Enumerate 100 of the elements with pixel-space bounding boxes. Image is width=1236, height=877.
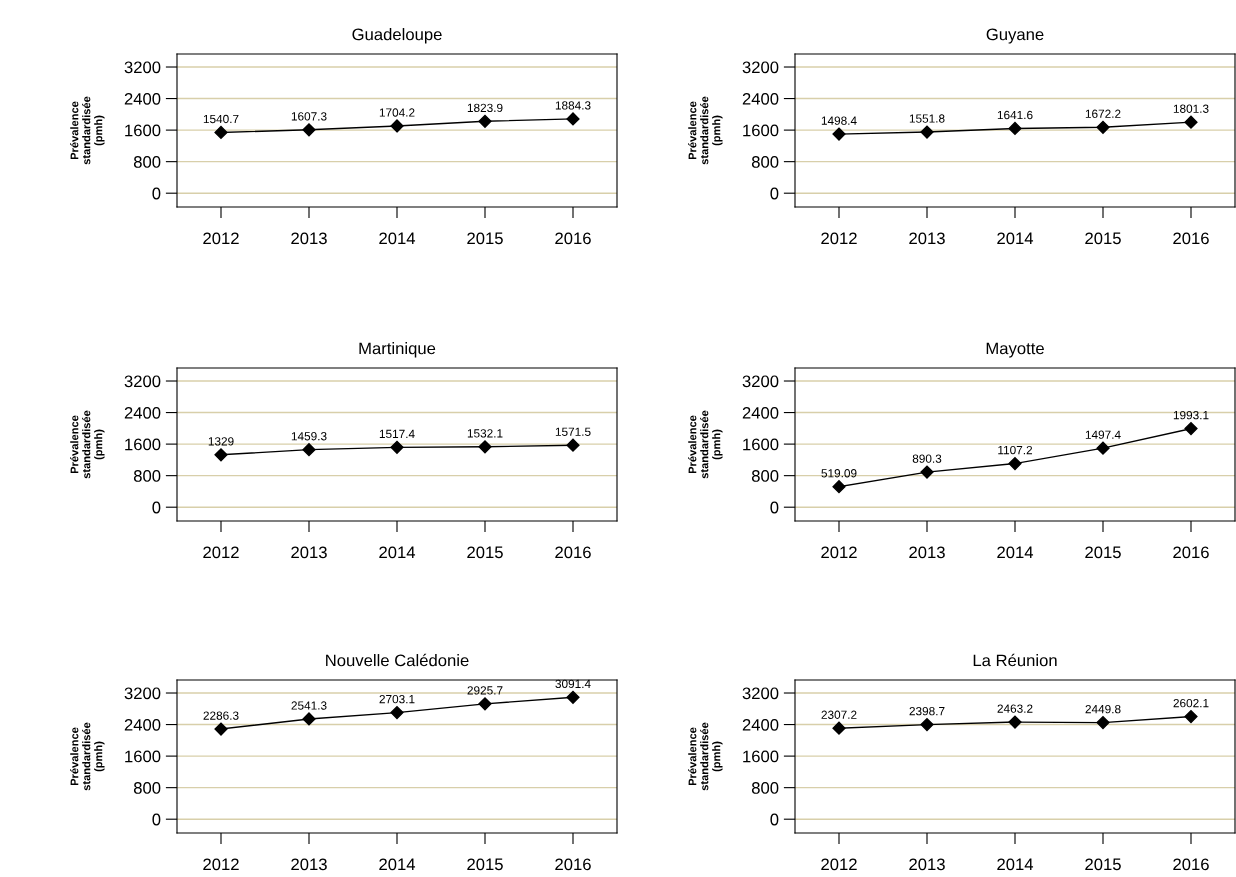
y-tick-label: 0 [770,813,779,826]
y-tick-label: 800 [751,470,779,482]
data-label: 2703.1 [379,694,415,704]
x-tick-label: 2015 [1085,858,1121,871]
chart-title: La Réunion [973,653,1057,667]
point [478,114,492,128]
data-label: 1329 [208,437,234,446]
point [1008,715,1022,729]
y-tick-label: 1600 [125,124,161,137]
y-tick-label: 2400 [124,92,161,105]
y-tick-label: 3200 [124,375,161,388]
data-label: 2602.1 [1173,698,1209,708]
point [1184,115,1198,129]
y-tick-label: 800 [133,470,161,482]
x-tick-label: 2012 [203,858,239,871]
x-tick-label: 2016 [1173,858,1209,871]
point [1096,441,1110,455]
chart-title: Guyane [986,28,1044,44]
y-axis-title: Prévalence standardisée (pmh) [70,96,105,165]
x-tick-label: 2016 [555,232,591,245]
y-tick-label: 1600 [125,750,161,763]
data-label: 2541.3 [291,701,327,710]
data-label: 1540.7 [203,114,239,124]
data-label: 1551.8 [909,114,945,123]
x-tick-label: 2013 [909,858,945,871]
x-tick-label: 2014 [379,858,416,871]
chart-title: Martinique [359,342,436,358]
x-tick-label: 2013 [291,858,327,871]
data-label: 1884.3 [555,101,591,110]
y-axis-title: Prévalence standardisée (pmh) [688,410,723,479]
chart-title: Nouvelle Calédonie [326,653,469,667]
y-tick-label: 3200 [742,61,779,74]
data-label: 1532.1 [467,429,503,438]
point [1096,716,1110,730]
data-label: 1497.4 [1085,430,1121,439]
data-label: 2449.8 [1085,704,1121,714]
x-tick-label: 2016 [555,858,591,871]
data-label: 1498.4 [821,116,857,125]
x-tick-label: 2015 [1085,232,1121,245]
x-tick-label: 2016 [1173,546,1209,559]
data-label: 2286.3 [203,711,239,720]
data-label: 1571.5 [555,427,591,436]
data-label: 1704.2 [379,108,415,117]
data-label: 2463.2 [997,704,1033,713]
point [302,712,316,726]
y-tick-label: 1600 [125,438,161,451]
y-tick-label: 3200 [124,61,161,74]
point [566,112,580,126]
y-tick-label: 800 [751,156,779,168]
x-tick-label: 2016 [555,546,591,559]
point [832,721,846,735]
y-tick-label: 0 [770,187,779,200]
y-tick-label: 800 [751,782,779,794]
chart-title: Guadeloupe [352,28,442,44]
data-label: 2307.2 [821,710,857,719]
x-tick-label: 2013 [291,232,327,245]
point [302,443,316,457]
y-tick-label: 800 [133,782,161,794]
y-tick-label: 1600 [743,438,779,451]
x-tick-label: 2012 [821,546,857,559]
data-label: 3091.4 [555,679,591,689]
y-tick-label: 800 [133,156,161,168]
point [1184,422,1198,436]
x-tick-label: 2014 [379,546,416,559]
data-label: 2398.7 [909,706,945,716]
y-axis-title: Prévalence standardisée (pmh) [688,96,723,165]
point [920,465,934,479]
point [832,127,846,141]
data-label: 519.09 [821,469,857,478]
y-tick-label: 3200 [124,687,161,700]
data-label: 1641.6 [997,110,1033,120]
x-tick-label: 2012 [203,546,239,559]
x-tick-label: 2015 [467,546,503,559]
data-label: 2925.7 [467,686,503,695]
point [1096,120,1110,134]
point [390,440,404,454]
y-tick-label: 2400 [742,92,779,105]
data-label: 1107.2 [998,445,1033,455]
chart-title: Mayotte [986,342,1044,358]
y-axis-title: Prévalence standardisée (pmh) [70,410,105,479]
x-tick-label: 2013 [291,546,327,559]
y-tick-label: 2400 [742,718,779,731]
data-label: 1672.2 [1085,109,1121,118]
point [920,718,934,732]
y-tick-label: 0 [152,187,161,200]
x-tick-label: 2012 [821,232,857,245]
point [1184,710,1198,724]
data-label: 1517.4 [379,429,415,439]
point [390,119,404,133]
x-tick-label: 2014 [997,546,1034,559]
point [1008,456,1022,471]
x-tick-label: 2015 [467,858,503,871]
y-tick-label: 1600 [743,124,779,137]
point [302,123,316,137]
point [390,706,404,720]
point [566,690,580,704]
y-tick-label: 0 [152,813,161,826]
x-tick-label: 2015 [467,232,503,245]
x-tick-label: 2012 [203,232,239,245]
x-tick-label: 2014 [997,858,1034,871]
